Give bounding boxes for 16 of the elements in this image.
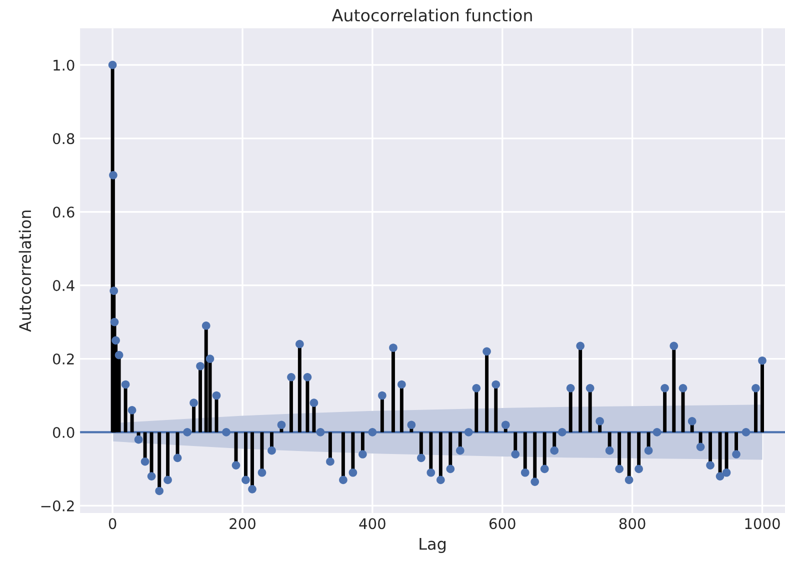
y-tick-label: 0.2: [52, 353, 74, 365]
y-tick-label: 0.6: [52, 206, 74, 218]
x-tick-label: 1000: [745, 518, 780, 530]
x-tick-label: 800: [619, 518, 646, 530]
x-axis-title: Lag: [420, 538, 446, 554]
y-tick-label: 1.0: [54, 60, 74, 71]
y-tick-label: −0.2: [41, 500, 74, 512]
y-tick-label: 0.0: [52, 426, 74, 438]
y-tick-label: 0.8: [52, 133, 74, 144]
x-tick-label: 600: [489, 518, 516, 530]
chart-title: Autocorrelation function: [332, 8, 532, 22]
x-tick-label: 200: [230, 518, 256, 530]
y-tick-label: 0.4: [52, 280, 74, 292]
x-tick-label: 400: [359, 518, 386, 530]
y-axis-title: Autocorrelation: [18, 210, 32, 332]
x-tick-label: 0: [108, 518, 116, 530]
